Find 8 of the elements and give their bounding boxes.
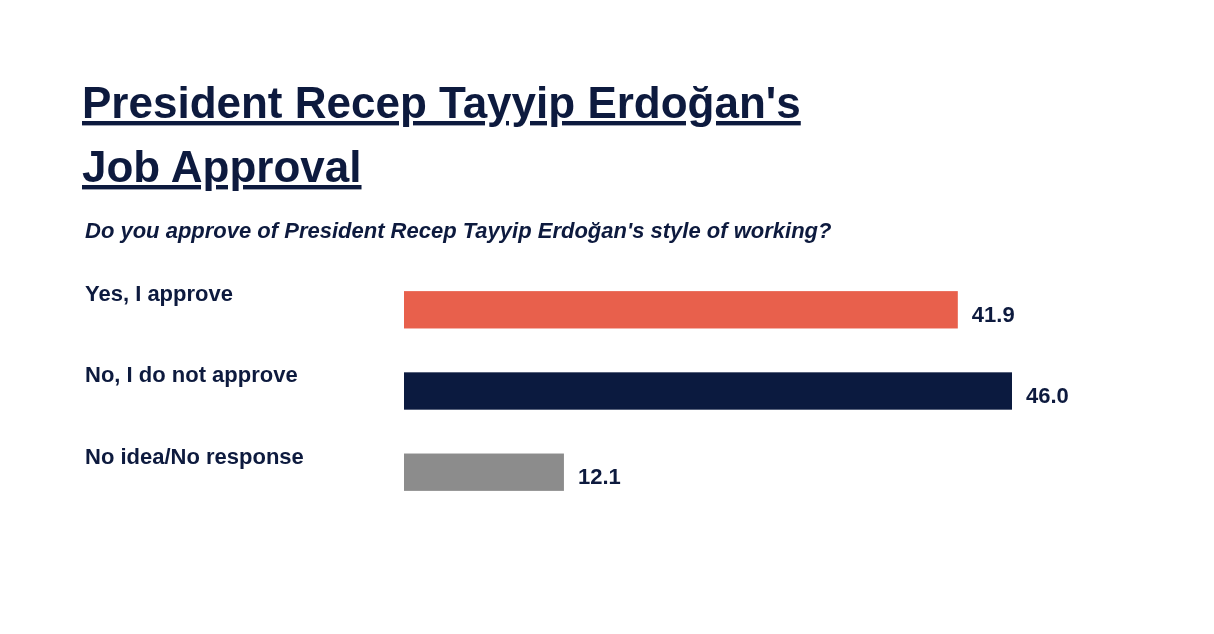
data-label: 12.1 [577, 464, 621, 490]
y-tick-label: Yes, I approve [85, 281, 233, 307]
data-label: 41.9 [971, 301, 1015, 327]
chart-title: President Recep Tayyip Erdoğan's Job Approval [82, 78, 801, 191]
y-tick-label: No, I do not approve [85, 362, 298, 388]
data-label: 46.0 [1026, 383, 1069, 408]
chart-subtitle: Do you approve of President Recep Tayyip Erdoğan's style of working? [85, 218, 832, 243]
y-tick-label: No idea/No response [85, 443, 304, 469]
